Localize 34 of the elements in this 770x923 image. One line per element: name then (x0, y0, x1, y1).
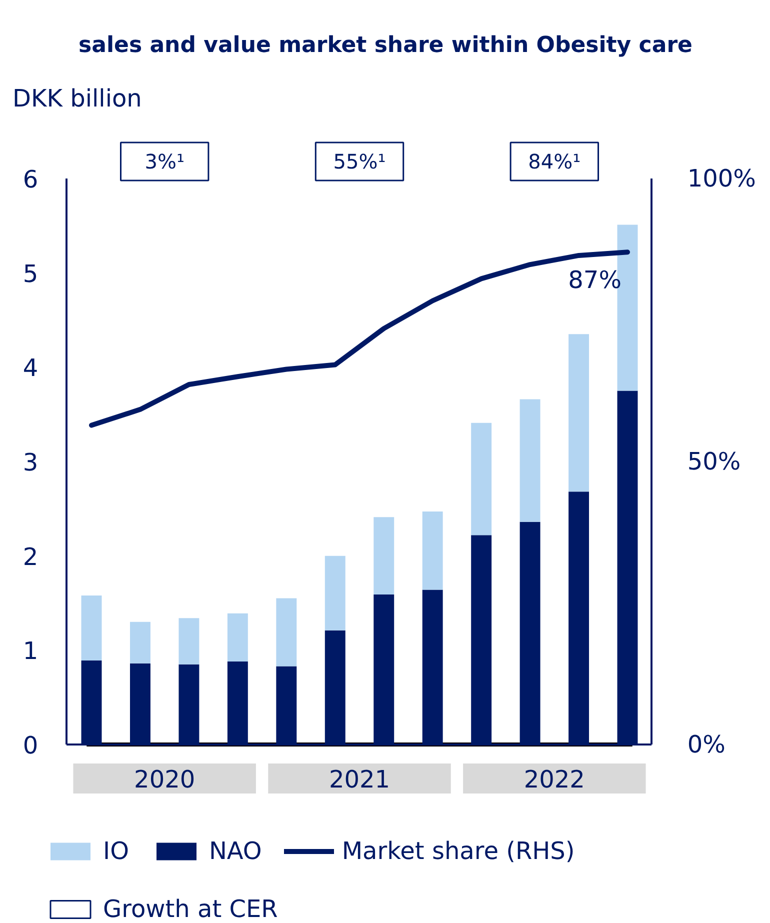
legend-label: Market share (RHS) (342, 837, 575, 865)
bar (422, 511, 443, 590)
bar (471, 422, 492, 536)
y2-tick-label: 0% (687, 730, 726, 758)
bar (227, 613, 248, 662)
legend-label: IO (103, 837, 129, 865)
y-tick-label: 2 (22, 542, 38, 571)
y2-tick-label: 50% (687, 448, 741, 476)
text: 2022 (524, 766, 585, 794)
bar (276, 598, 297, 666)
y-tick-label: 3 (22, 448, 38, 476)
bar (81, 595, 102, 661)
bar (568, 334, 590, 492)
text: 2020 (134, 766, 196, 794)
text: Growth at CER (103, 895, 278, 923)
y-tick-label: 6 (22, 166, 38, 194)
legend-label: NAO (208, 837, 262, 865)
chart-title: sales and value market share within Obesity care (78, 33, 692, 58)
y-tick-label: 0 (22, 732, 38, 760)
bar (374, 517, 394, 595)
y-tick-label: 1 (22, 637, 38, 666)
bar (520, 399, 540, 522)
y-tick-label: 4 (22, 354, 38, 382)
y2-tick-label: 100% (687, 164, 756, 192)
text: 2021 (328, 766, 390, 794)
bar (324, 556, 346, 630)
y-tick-label: 5 (22, 260, 38, 288)
text: 55%¹ (333, 150, 386, 174)
text: 3%¹ (144, 150, 184, 174)
y-axis-title: DKK billion (12, 84, 142, 112)
bar (178, 618, 200, 664)
text: 84%¹ (528, 150, 581, 174)
data-label: 87% (568, 266, 622, 294)
bar (130, 622, 150, 664)
